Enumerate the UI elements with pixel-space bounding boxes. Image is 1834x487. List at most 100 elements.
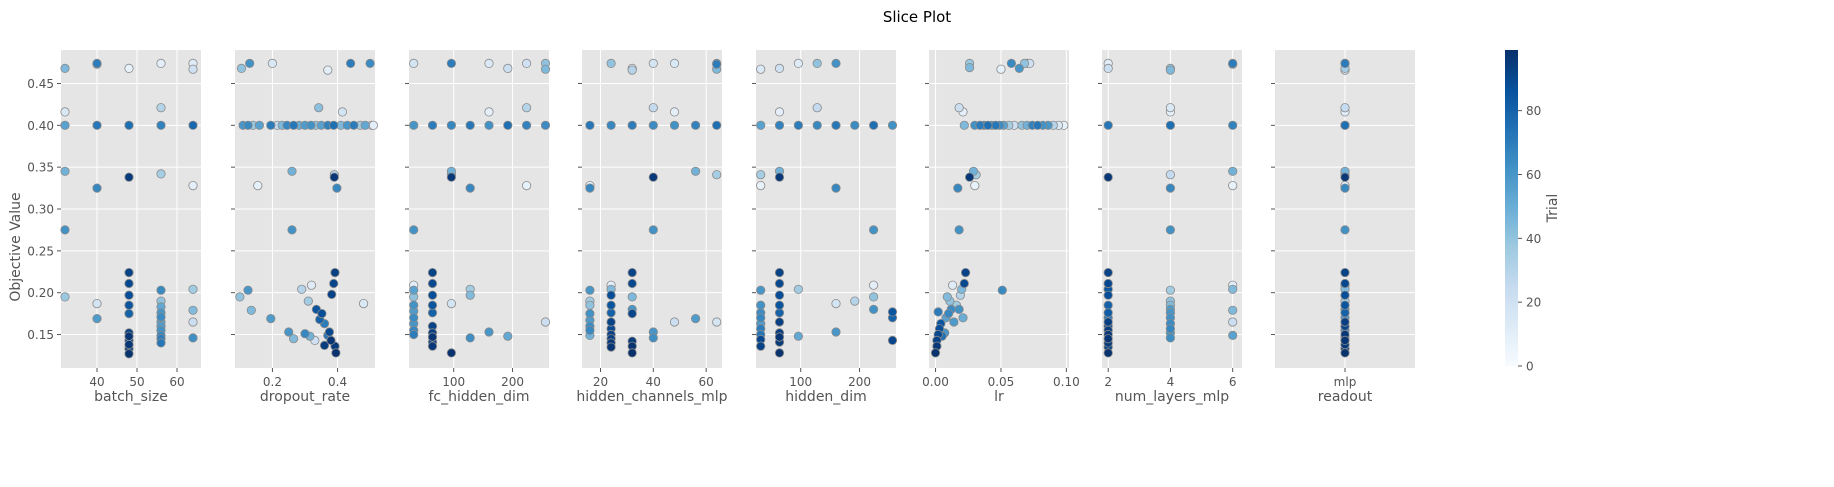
scatter-point: [1103, 278, 1113, 289]
x-tick-label: 20: [593, 375, 608, 389]
scatter-point: [774, 317, 785, 327]
scatter-point: [774, 332, 785, 342]
scatter-point: [996, 64, 1006, 74]
scatter-point: [124, 172, 134, 182]
y-tick-label: 0.35: [27, 161, 54, 175]
scatter-point: [1103, 348, 1113, 358]
scatter-point: [991, 120, 1001, 130]
x-tick-label: 60: [699, 375, 714, 389]
scatter-point: [267, 58, 277, 69]
scatter-point: [627, 292, 637, 302]
scatter-point: [1165, 285, 1176, 295]
scatter-point: [124, 300, 134, 310]
scatter-point: [446, 298, 456, 309]
scatter-point: [484, 58, 494, 69]
scatter-point: [606, 300, 616, 310]
scatter-point: [188, 305, 198, 315]
scatter-point: [690, 166, 701, 176]
scatter-point: [887, 335, 898, 345]
scatter-point: [712, 170, 722, 180]
scatter-point: [1340, 335, 1350, 345]
scatter-point: [1340, 290, 1350, 300]
scatter-point: [868, 304, 879, 314]
scatter-point: [332, 183, 342, 193]
colorbar-tick-label: 60: [1526, 168, 1541, 182]
scatter-point: [1340, 183, 1350, 193]
colorbar-gradient: [1505, 50, 1518, 366]
scatter-point: [606, 290, 616, 300]
colorbar-tick-label: 0: [1526, 360, 1534, 374]
scatter-point: [774, 308, 785, 318]
scatter-point: [1228, 58, 1238, 69]
scatter-point: [92, 120, 102, 130]
x-axis-label: fc_hidden_dim: [428, 389, 529, 405]
scatter-point: [1228, 166, 1238, 176]
scatter-point: [1103, 120, 1113, 130]
scatter-point: [606, 317, 616, 327]
scatter-point: [648, 103, 658, 113]
scatter-point: [365, 58, 375, 69]
colorbar-tick-label: 20: [1526, 296, 1541, 310]
scatter-point: [812, 103, 822, 113]
scatter-point: [156, 58, 166, 69]
scatter-point: [831, 327, 841, 337]
scatter-point: [427, 267, 438, 278]
scatter-point: [188, 181, 198, 191]
scatter-point: [427, 341, 438, 351]
scatter-point: [949, 317, 959, 327]
scatter-point: [503, 63, 513, 74]
scatter-point: [446, 58, 456, 69]
x-axis-label: hidden_channels_mlp: [576, 389, 727, 405]
scatter-point: [317, 308, 327, 319]
x-tick-label: 6: [1229, 375, 1237, 389]
chart-title: Slice Plot: [883, 8, 951, 26]
scatter-point: [345, 58, 356, 69]
scatter-point: [1340, 267, 1350, 278]
scatter-point: [156, 103, 166, 113]
scatter-point: [124, 290, 134, 300]
scatter-point: [1165, 324, 1176, 334]
scatter-point: [627, 348, 637, 358]
scatter-point: [953, 183, 963, 193]
scatter-point: [306, 280, 317, 290]
scatter-point: [850, 120, 860, 130]
x-tick-label: 0.4: [328, 375, 347, 389]
scatter-point: [319, 340, 330, 350]
scatter-point: [959, 120, 969, 130]
scatter-point: [124, 308, 134, 319]
y-tick-label: 0.15: [27, 328, 54, 342]
scatter-point: [540, 64, 551, 74]
scatter-point: [330, 267, 340, 278]
scatter-point: [329, 172, 339, 182]
scatter-point: [1340, 172, 1350, 182]
scatter-point: [975, 120, 985, 130]
scatter-point: [124, 267, 134, 278]
scatter-point: [756, 313, 766, 323]
scatter-point: [409, 300, 419, 310]
panel-batch_size: 0.15 0.20 0.25 0.30 0.35 0.40 0.45 40 50 60batch_…: [27, 50, 201, 405]
scatter-point: [774, 120, 785, 130]
scatter-point: [1103, 63, 1113, 74]
scatter-point: [648, 172, 658, 182]
scatter-point: [930, 348, 941, 358]
scatter-point: [1165, 103, 1176, 113]
scatter-point: [774, 290, 785, 300]
scatter-point: [324, 327, 334, 337]
scatter-point: [943, 308, 954, 319]
x-tick-label: 100: [789, 375, 812, 389]
scatter-point: [868, 292, 879, 302]
scatter-point: [669, 120, 680, 130]
scatter-point: [1014, 63, 1024, 74]
y-tick-label: 0.20: [27, 286, 54, 300]
scatter-point: [427, 332, 438, 342]
scatter-point: [756, 181, 766, 191]
x-tick-label: 100: [442, 375, 465, 389]
scatter-point: [156, 285, 166, 295]
scatter-point: [793, 58, 804, 69]
scatter-point: [92, 183, 102, 193]
colorbar-tick-label: 40: [1526, 232, 1541, 246]
